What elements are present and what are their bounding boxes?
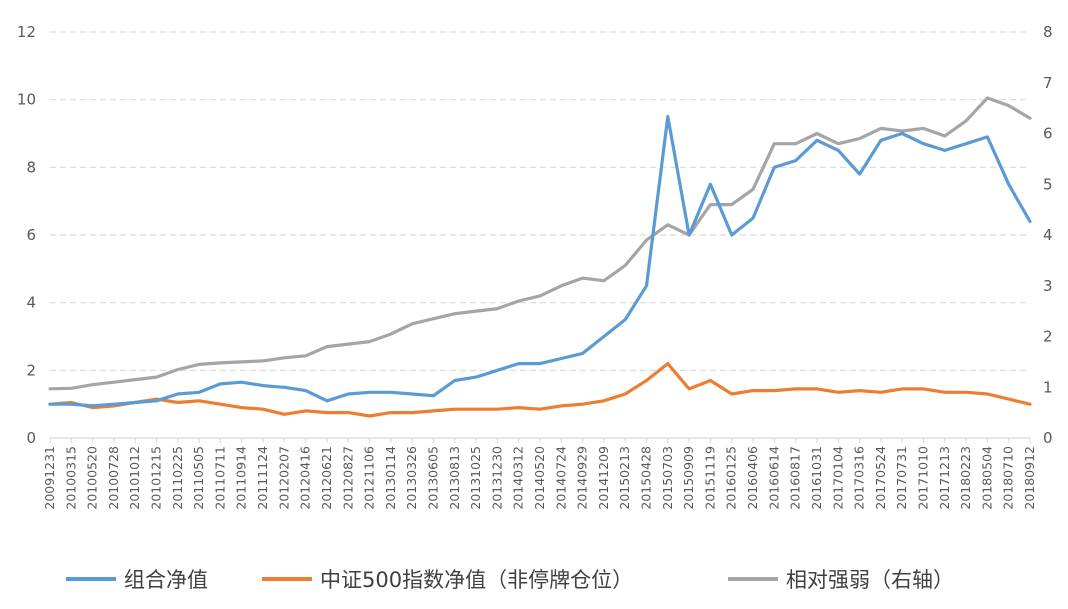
left-tick-label: 8: [26, 158, 36, 176]
legend-label-portfolio: 组合净值: [124, 568, 208, 592]
right-tick-label: 0: [1043, 429, 1053, 447]
left-tick-label: 4: [26, 294, 36, 312]
x-tick-label: 20141209: [596, 446, 611, 510]
x-tick-label: 20130326: [404, 446, 419, 510]
x-tick-label: 20180223: [958, 446, 973, 510]
x-tick-label: 20140929: [575, 446, 590, 510]
x-tick-label: 20140724: [553, 446, 568, 510]
legend-label-relative-strength: 相对强弱（右轴）: [786, 568, 954, 592]
x-tick-label: 20140312: [511, 446, 526, 510]
x-tick-label: 20171213: [937, 446, 952, 510]
x-tick-label: 20161031: [809, 446, 824, 510]
x-tick-label: 20101215: [149, 446, 164, 510]
right-tick-label: 4: [1043, 226, 1053, 244]
x-tick-label: 20150213: [617, 446, 632, 510]
right-tick-label: 6: [1043, 125, 1053, 143]
series-line-2: [48, 96, 1032, 391]
x-tick-label: 20120416: [298, 446, 313, 510]
x-tick-label: 20160817: [788, 446, 803, 510]
left-tick-label: 0: [26, 429, 36, 447]
series-line-0: [48, 115, 1032, 408]
x-tick-label: 20120621: [319, 446, 334, 510]
right-tick-label: 2: [1043, 328, 1053, 346]
x-tick-label: 20150909: [681, 446, 696, 510]
legend-label-csi500: 中证500指数净值（非停牌仓位）: [320, 568, 633, 592]
series-lines: [48, 96, 1032, 418]
x-tick-label: 20160125: [724, 446, 739, 510]
x-tick-label: 20150703: [660, 446, 675, 510]
x-tick-label: 20140520: [532, 446, 547, 510]
x-tick-label: 20160406: [745, 446, 760, 510]
x-tick-label: 20171010: [915, 446, 930, 510]
gridlines: [50, 31, 1030, 371]
x-tick-label: 20110505: [191, 446, 206, 510]
x-tick-label: 20151119: [702, 446, 717, 510]
series-line-1: [48, 362, 1032, 418]
left-tick-label: 6: [26, 226, 36, 244]
x-tick-label: 20170524: [873, 446, 888, 510]
x-tick-label: 20130605: [425, 446, 440, 510]
x-tick-label: 20110225: [170, 446, 185, 510]
left-tick-label: 10: [17, 91, 36, 109]
legend: 组合净值 中证500指数净值（非停牌仓位） 相对强弱（右轴）: [66, 568, 954, 592]
left-y-axis: 0 2 4 6 8 10 12: [17, 23, 36, 447]
right-tick-label: 8: [1043, 23, 1053, 41]
right-tick-label: 1: [1043, 378, 1053, 396]
x-tick-label: 20091231: [42, 446, 57, 510]
left-tick-label: 2: [26, 361, 36, 379]
x-tick-label: 20130813: [447, 446, 462, 510]
x-tick-label: 20110711: [212, 446, 227, 510]
right-tick-label: 7: [1043, 74, 1053, 92]
right-tick-label: 5: [1043, 175, 1053, 193]
x-tick-label: 20180912: [1022, 446, 1037, 510]
x-tick-label: 20130114: [383, 446, 398, 510]
x-axis: 20091231 20100315 20100520 20100728 20101012…: [42, 437, 1037, 510]
x-tick-label: 20120827: [340, 446, 355, 510]
x-tick-label: 20170104: [830, 446, 845, 510]
x-tick-label: 20170731: [894, 446, 909, 510]
x-tick-label: 20100728: [106, 446, 121, 510]
x-tick-label: 20100315: [63, 446, 78, 510]
x-tick-label: 20100520: [85, 446, 100, 510]
x-tick-label: 20111124: [255, 446, 270, 510]
x-tick-label: 20160614: [766, 446, 781, 510]
x-tick-label: 20101012: [127, 446, 142, 510]
x-tick-label: 20180710: [1001, 446, 1016, 510]
x-tick-label: 20170316: [852, 446, 867, 510]
x-tick-label: 20131230: [489, 446, 504, 510]
x-tick-label: 20131025: [468, 446, 483, 510]
right-tick-label: 3: [1043, 277, 1053, 295]
x-tick-label: 20150428: [639, 446, 654, 510]
x-tick-label: 20121106: [362, 446, 377, 510]
x-tick-label: 20110914: [234, 446, 249, 510]
x-tick-label: 20180504: [979, 446, 994, 510]
left-tick-label: 12: [17, 23, 36, 41]
x-tick-label: 20120207: [276, 446, 291, 510]
right-y-axis: 0 1 2 3 4 5 6 7 8: [1043, 23, 1053, 447]
